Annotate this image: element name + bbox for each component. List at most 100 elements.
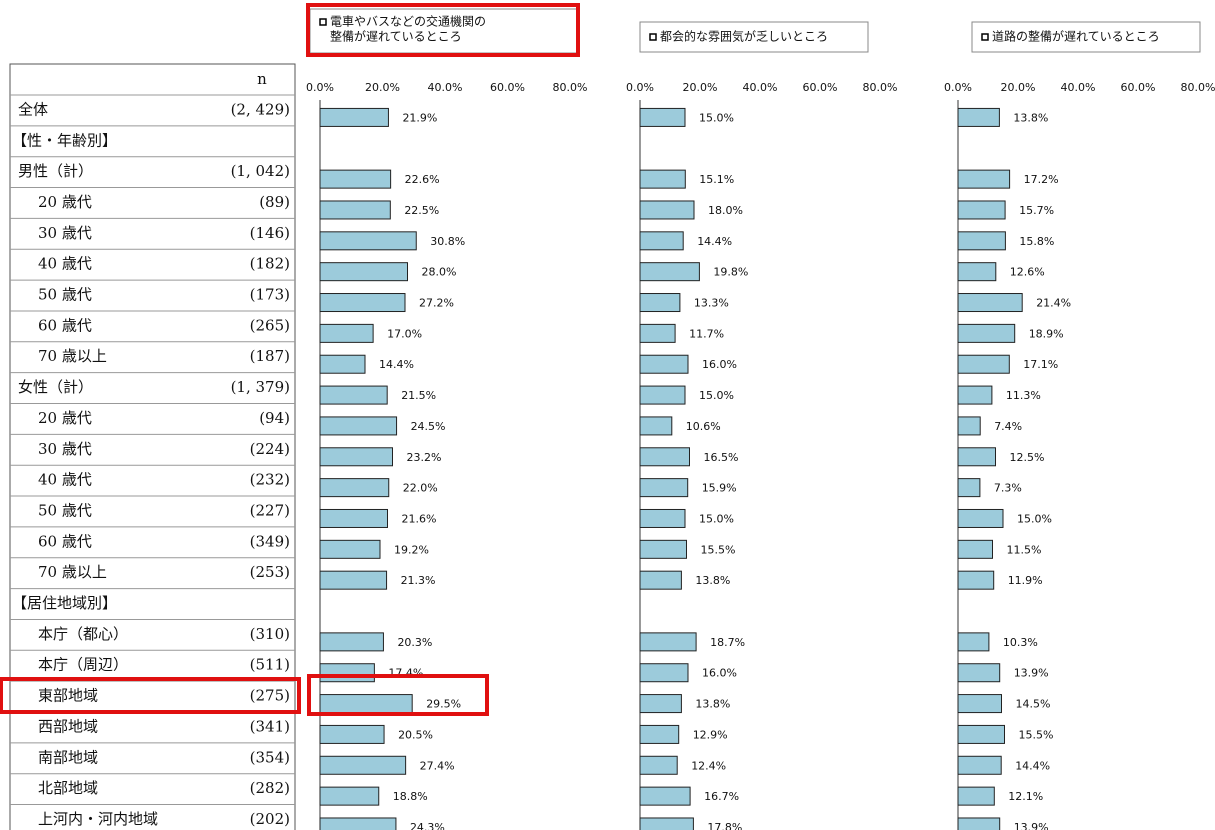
row-n: (173)	[250, 286, 290, 304]
value-label: 22.6%	[405, 173, 440, 186]
value-label: 19.2%	[394, 543, 429, 556]
row-label: 70 歳以上	[38, 563, 107, 581]
bar	[319, 447, 393, 467]
title-box	[309, 8, 579, 54]
value-label: 21.9%	[402, 111, 437, 124]
value-label: 15.7%	[1019, 204, 1054, 217]
value-label: 18.8%	[393, 790, 428, 803]
value-label: 18.7%	[710, 636, 745, 649]
bar	[957, 817, 1001, 830]
bar	[319, 508, 388, 528]
bar	[957, 293, 1023, 313]
x-tick-label: 60.0%	[1121, 81, 1156, 94]
bar	[319, 539, 381, 559]
legend-swatch	[649, 33, 657, 41]
value-label: 17.8%	[707, 821, 742, 830]
bar	[319, 694, 413, 714]
value-label: 15.9%	[702, 482, 737, 495]
bar	[957, 231, 1006, 251]
bar	[639, 169, 686, 189]
row-n: (282)	[250, 779, 290, 797]
row-label: 40 歳代	[38, 255, 92, 273]
value-label: 12.9%	[693, 728, 728, 741]
bar	[639, 416, 673, 436]
row-n: (354)	[250, 748, 290, 766]
value-label: 14.4%	[379, 358, 414, 371]
row-n: (232)	[250, 471, 290, 489]
bar	[639, 200, 695, 220]
value-label: 14.4%	[1015, 759, 1050, 772]
bar	[957, 416, 981, 436]
bar	[639, 323, 676, 343]
bar	[957, 447, 996, 467]
value-label: 21.4%	[1036, 297, 1071, 310]
value-label: 7.3%	[994, 482, 1022, 495]
bar	[319, 323, 374, 343]
row-label: 本庁（周辺）	[38, 656, 128, 674]
x-tick-label: 20.0%	[1001, 81, 1036, 94]
bar	[319, 724, 385, 744]
value-label: 24.3%	[410, 821, 445, 830]
value-label: 15.0%	[699, 512, 734, 525]
bar	[639, 786, 691, 806]
value-label: 17.0%	[387, 327, 422, 340]
bar	[319, 231, 417, 251]
bar	[957, 169, 1011, 189]
value-label: 13.9%	[1014, 667, 1049, 680]
value-label: 15.8%	[1019, 235, 1054, 248]
table-frame	[9, 63, 296, 830]
row-label: 女性（計）	[18, 378, 93, 396]
value-label: 22.5%	[404, 204, 439, 217]
value-label: 24.5%	[411, 420, 446, 433]
row-label: 60 歳代	[38, 532, 92, 550]
bar	[957, 478, 981, 498]
value-label: 27.4%	[420, 759, 455, 772]
row-label: 東部地域	[38, 687, 98, 705]
value-label: 7.4%	[994, 420, 1022, 433]
x-tick-label: 20.0%	[365, 81, 400, 94]
n-header: n	[257, 70, 267, 88]
row-label: 全体	[18, 100, 48, 118]
value-label: 15.5%	[701, 543, 736, 556]
value-label: 11.5%	[1007, 543, 1042, 556]
value-label: 12.4%	[691, 759, 726, 772]
x-tick-label: 60.0%	[803, 81, 838, 94]
bar	[957, 354, 1010, 374]
value-label: 16.5%	[704, 451, 739, 464]
row-label: 50 歳代	[38, 286, 92, 304]
value-label: 13.3%	[694, 297, 729, 310]
row-n: (511)	[250, 656, 290, 674]
bar	[319, 416, 398, 436]
highlight-box	[0, 677, 301, 714]
bar	[639, 694, 682, 714]
title-box	[971, 21, 1201, 53]
bar	[639, 107, 686, 127]
row-label: 【居住地域別】	[12, 594, 117, 612]
value-label: 12.5%	[1010, 451, 1045, 464]
row-label: 40 歳代	[38, 471, 92, 489]
bar	[319, 107, 389, 127]
value-label: 11.7%	[689, 327, 724, 340]
value-label: 17.1%	[1023, 358, 1058, 371]
row-label: 西部地域	[38, 717, 98, 735]
row-n: (265)	[250, 316, 290, 334]
value-label: 16.7%	[704, 790, 739, 803]
bar	[957, 385, 993, 405]
chart-title: 整備が遅れているところ	[330, 29, 462, 44]
x-tick-label: 80.0%	[1181, 81, 1215, 94]
bar	[639, 632, 697, 652]
value-label: 28.0%	[422, 266, 457, 279]
x-tick-label: 40.0%	[428, 81, 463, 94]
bar	[319, 632, 384, 652]
value-label: 13.9%	[1014, 821, 1049, 830]
legend-swatch	[319, 18, 327, 26]
value-label: 21.5%	[401, 389, 436, 402]
value-label: 13.8%	[695, 698, 730, 711]
bar	[639, 447, 690, 467]
bar	[957, 663, 1001, 683]
value-label: 15.0%	[1017, 512, 1052, 525]
chart-title: 道路の整備が遅れているところ	[992, 29, 1160, 44]
row-n: (310)	[250, 625, 290, 643]
row-n: (146)	[250, 224, 290, 242]
